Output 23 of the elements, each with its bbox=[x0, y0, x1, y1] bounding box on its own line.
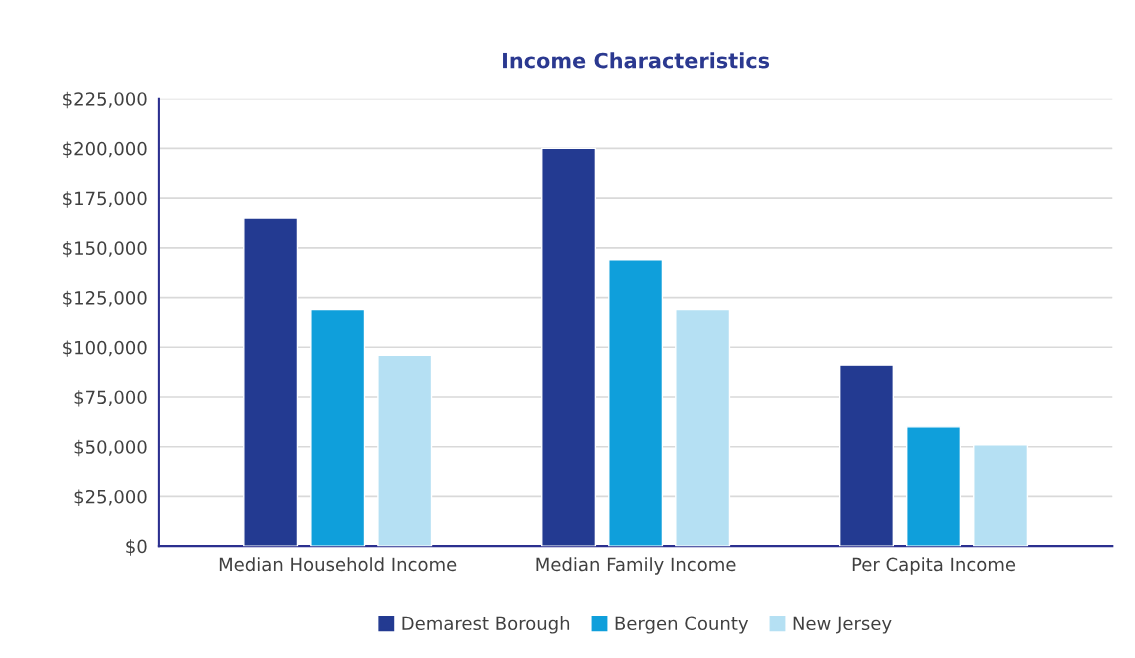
bar bbox=[906, 426, 962, 547]
bar bbox=[608, 259, 664, 547]
x-tick-label: Median Household Income bbox=[219, 557, 457, 572]
y-tick-label: $50,000 bbox=[74, 439, 147, 457]
chart-title: Income Characteristics bbox=[503, 52, 770, 69]
legend-label: Bergen County bbox=[615, 616, 749, 634]
bar bbox=[310, 308, 366, 547]
x-tick-label: Per Capita Income bbox=[852, 557, 1016, 575]
legend-label: Demarest Borough bbox=[402, 616, 570, 634]
x-tick-label: Median Family Income bbox=[536, 557, 736, 575]
y-tick-label: $225,000 bbox=[63, 91, 147, 109]
bar bbox=[973, 444, 1029, 547]
y-tick-label: $150,000 bbox=[63, 240, 147, 258]
legend-label: New Jersey bbox=[793, 616, 892, 634]
bar bbox=[675, 308, 731, 547]
y-tick-label: $75,000 bbox=[74, 390, 147, 407]
y-tick-label: $125,000 bbox=[63, 290, 147, 308]
y-tick-label: $100,000 bbox=[63, 340, 147, 357]
y-tick-label: $0 bbox=[126, 539, 147, 556]
bar bbox=[377, 354, 433, 547]
y-tick-label: $175,000 bbox=[63, 191, 147, 208]
y-tick-label: $25,000 bbox=[74, 489, 147, 506]
y-tick-label: $200,000 bbox=[63, 141, 147, 158]
